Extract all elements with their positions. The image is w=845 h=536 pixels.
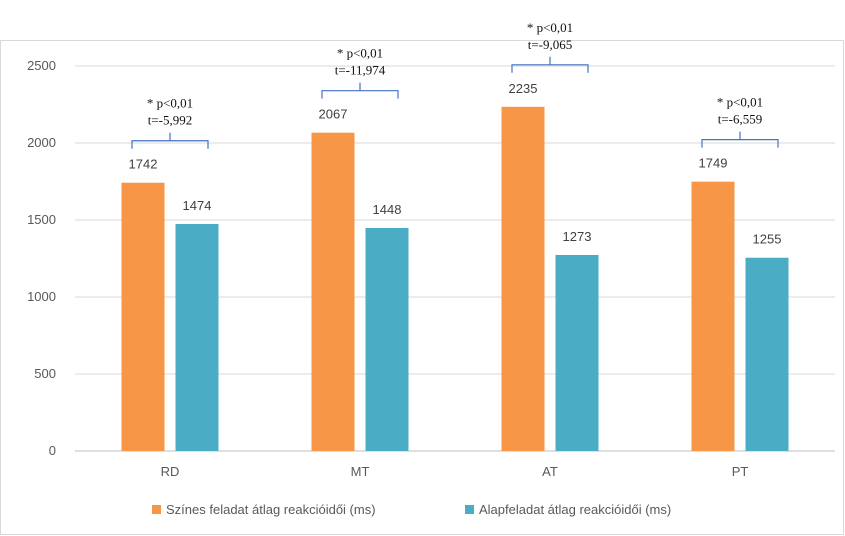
significance-t-value: t=-5,992 bbox=[148, 113, 193, 128]
significance-bracket bbox=[321, 82, 399, 99]
y-tick-label: 0 bbox=[49, 443, 56, 458]
y-tick-label: 2500 bbox=[27, 58, 56, 73]
significance-p-value: * p<0,01 bbox=[147, 96, 193, 111]
data-label: 1273 bbox=[563, 229, 592, 244]
data-label: 1742 bbox=[129, 157, 158, 172]
y-tick-label: 1500 bbox=[27, 212, 56, 227]
y-axis-ticks: 0 500 1000 1500 2000 2500 bbox=[27, 58, 56, 458]
significance-t-value: t=-9,065 bbox=[528, 37, 573, 52]
significance-bracket bbox=[701, 131, 779, 148]
legend-label: Színes feladat átlag reakcióidői (ms) bbox=[166, 502, 376, 517]
bars bbox=[121, 106, 789, 452]
data-labels: 1742 1474 2067 1448 2235 1273 1749 1255 bbox=[129, 81, 782, 247]
legend-swatch bbox=[152, 505, 161, 514]
significance-t-value: t=-11,974 bbox=[335, 63, 386, 78]
significance-t-value: t=-6,559 bbox=[718, 112, 763, 127]
legend-swatch bbox=[465, 505, 474, 514]
data-label: 2235 bbox=[509, 81, 538, 96]
y-tick-label: 2000 bbox=[27, 135, 56, 150]
significance-annotations: * p<0,01 t=-5,992 * p<0,01 t=-11,974 * p<0,0… bbox=[131, 20, 779, 149]
bar-colored-task bbox=[311, 132, 355, 451]
data-label: 1255 bbox=[753, 232, 782, 247]
bar-colored-task bbox=[691, 181, 735, 452]
data-label: 2067 bbox=[319, 107, 348, 122]
bar-base-task bbox=[175, 224, 219, 451]
significance-p-value: * p<0,01 bbox=[337, 46, 383, 61]
significance-p-value: * p<0,01 bbox=[717, 95, 763, 110]
x-category-label: RD bbox=[161, 464, 180, 479]
y-tick-label: 1000 bbox=[27, 289, 56, 304]
legend: Színes feladat átlag reakcióidői (ms) Ala… bbox=[152, 502, 671, 517]
significance-bracket bbox=[131, 132, 209, 149]
bar-colored-task bbox=[121, 182, 165, 451]
data-label: 1474 bbox=[183, 198, 212, 213]
x-axis-categories: RD MT AT PT bbox=[161, 464, 749, 479]
bar-colored-task bbox=[501, 106, 545, 451]
bar-base-task bbox=[555, 254, 599, 451]
data-label: 1448 bbox=[373, 202, 402, 217]
bar-base-task bbox=[745, 257, 789, 451]
data-label: 1749 bbox=[699, 156, 728, 171]
legend-label: Alapfeladat átlag reakcióidői (ms) bbox=[479, 502, 671, 517]
x-category-label: MT bbox=[351, 464, 370, 479]
significance-p-value: * p<0,01 bbox=[527, 20, 573, 35]
y-tick-label: 500 bbox=[34, 366, 56, 381]
bar-base-task bbox=[365, 228, 409, 451]
x-category-label: PT bbox=[732, 464, 749, 479]
x-category-label: AT bbox=[542, 464, 558, 479]
significance-bracket bbox=[511, 56, 589, 73]
